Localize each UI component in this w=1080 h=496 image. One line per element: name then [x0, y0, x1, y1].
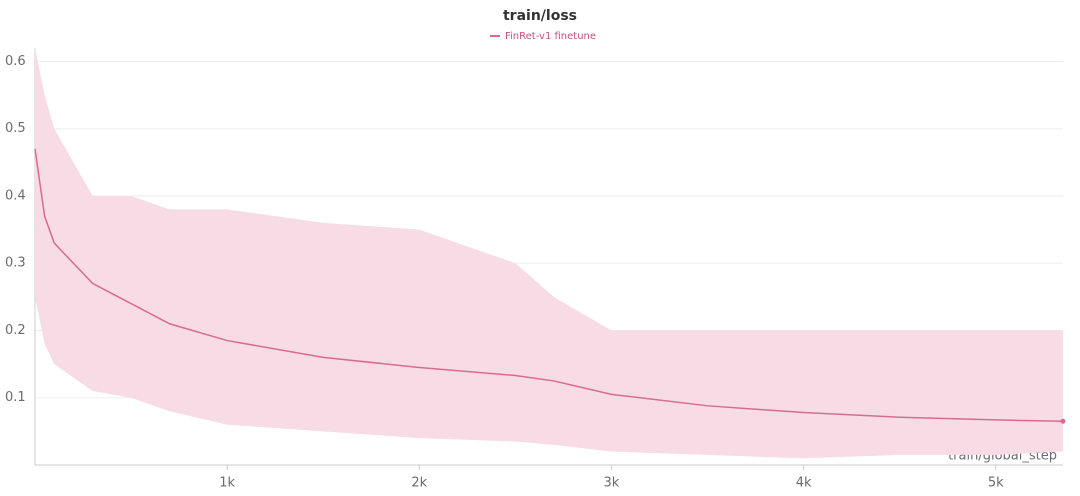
y-tick-label: 0.3: [5, 256, 26, 271]
x-tick-label: 3k: [604, 476, 620, 491]
legend-entry: FinRet-v1 finetune: [505, 31, 596, 42]
x-tick-label: 5k: [988, 476, 1004, 491]
y-tick-label: 0.1: [5, 390, 26, 405]
x-tick-label: 2k: [411, 476, 427, 491]
series-line: [34, 148, 1064, 423]
x-tick-label: 1k: [219, 476, 235, 491]
y-tick-label: 0.6: [5, 54, 26, 69]
y-tick-label: 0.2: [5, 323, 26, 338]
raw-band: [35, 48, 1063, 459]
end-point: [1060, 418, 1066, 424]
chart-title: train/loss: [503, 8, 577, 24]
y-tick-label: 0.4: [5, 188, 26, 203]
x-tick-label: 4k: [796, 476, 812, 491]
y-tick-label: 0.5: [5, 121, 26, 136]
